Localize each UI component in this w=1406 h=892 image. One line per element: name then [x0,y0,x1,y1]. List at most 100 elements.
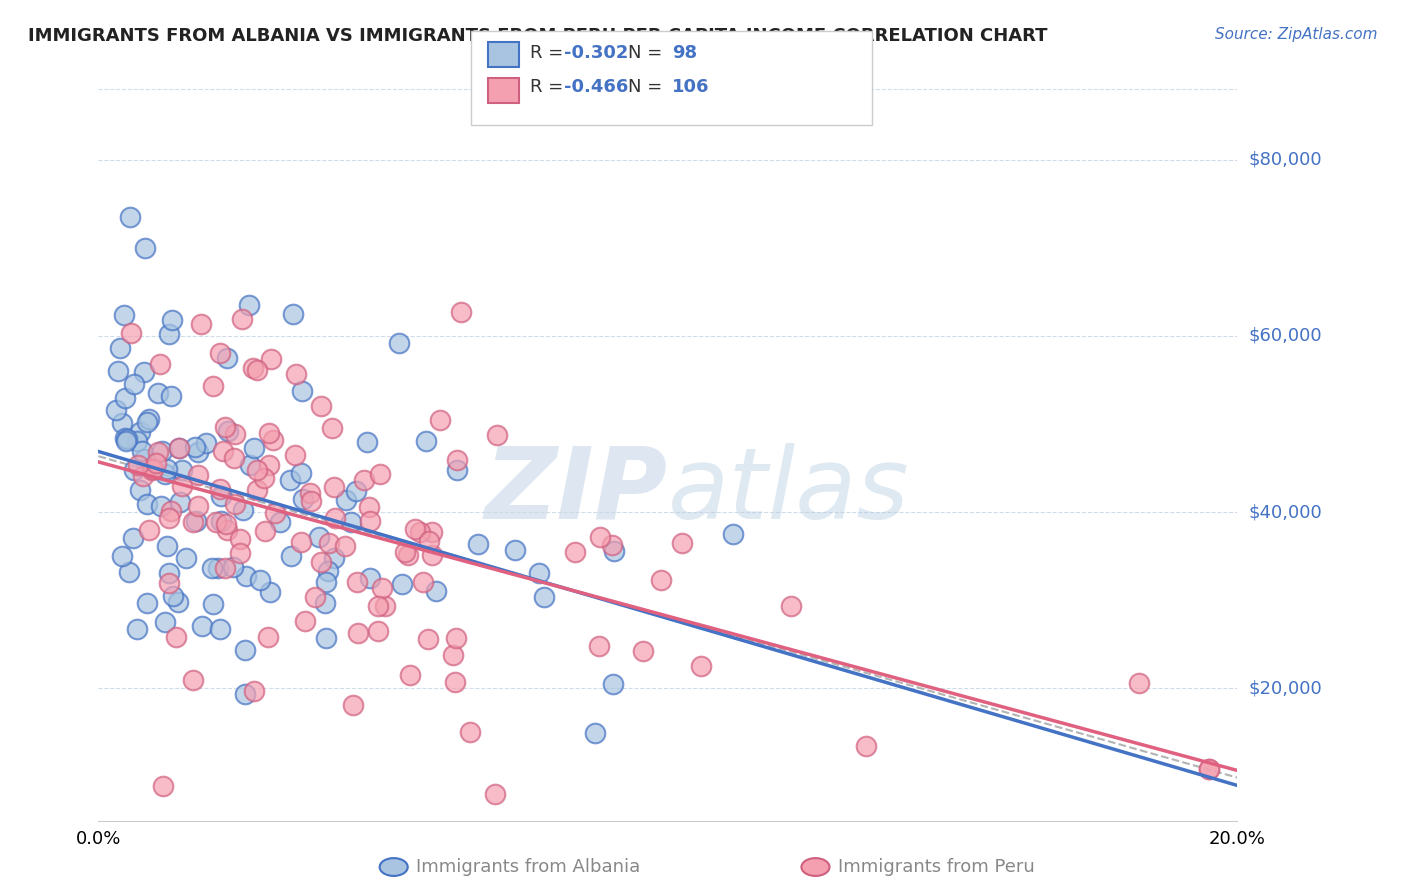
Point [228,546,250,560]
Point [246,363,269,377]
Point [120,211,142,225]
Point [346,574,368,589]
Point [187,445,209,459]
Point [308,530,330,544]
Point [284,367,307,381]
Point [298,485,321,500]
Point [415,434,437,448]
Text: N =: N = [628,78,668,96]
Point [134,241,156,255]
Point [162,589,184,603]
Point [278,473,301,487]
Text: N =: N = [628,44,668,62]
Point [603,544,626,558]
Point [503,542,526,557]
Point [1198,762,1220,776]
Point [309,555,332,569]
Point [107,363,129,377]
Point [1128,676,1150,690]
Point [600,538,623,552]
Point [152,443,174,458]
Text: 106: 106 [672,78,710,96]
Text: $60,000: $60,000 [1249,327,1322,345]
Text: 98: 98 [672,44,697,62]
Point [533,590,555,604]
Point [224,427,246,442]
Point [122,532,145,546]
Point [184,514,207,528]
Point [290,466,312,480]
Point [157,566,180,581]
Text: ZIP: ZIP [485,443,668,540]
Point [172,463,194,477]
Point [246,463,269,477]
Text: IMMIGRANTS FROM ALBANIA VS IMMIGRANTS FROM PERU PER CAPITA INCOME CORRELATION CH: IMMIGRANTS FROM ALBANIA VS IMMIGRANTS FR… [28,27,1047,45]
Point [589,530,612,544]
Point [485,428,508,442]
Point [114,432,136,446]
Text: $80,000: $80,000 [1249,151,1322,169]
Point [418,533,440,548]
Point [214,561,236,575]
Point [399,668,422,682]
Point [208,346,231,360]
Point [422,524,444,539]
Point [159,576,181,591]
Point [142,461,165,475]
Point [238,297,260,311]
Point [224,497,246,511]
Point [136,596,159,610]
Point [156,539,179,553]
Point [269,515,291,529]
Point [429,413,451,427]
Point [257,426,280,441]
Point [136,497,159,511]
Point [191,619,214,633]
Point [366,599,388,614]
Point [311,399,333,413]
Point [359,571,381,585]
Point [291,491,314,506]
Point [387,336,409,351]
Point [315,632,337,646]
Text: -0.466: -0.466 [564,78,628,96]
Point [167,594,190,608]
Point [260,352,283,367]
Point [318,536,340,550]
Text: atlas: atlas [668,443,910,540]
Point [316,564,339,578]
Point [110,341,132,355]
Point [135,415,157,429]
Point [420,549,443,563]
Text: R =: R = [530,78,569,96]
Point [201,561,224,575]
Point [202,378,225,392]
Point [412,574,434,589]
Point [409,525,432,540]
Point [217,424,239,438]
Point [467,537,489,551]
Text: R =: R = [530,44,569,62]
Point [167,441,190,455]
Point [114,391,136,405]
Point [153,467,176,481]
Point [290,535,312,549]
Point [249,573,271,587]
Point [145,457,167,471]
Point [146,385,169,400]
Point [214,420,236,434]
Point [138,411,160,425]
Point [235,687,257,701]
Point [394,545,416,559]
Point [444,632,467,646]
Point [325,510,347,524]
Point [141,463,163,477]
Point [315,575,337,590]
Point [215,351,238,365]
Point [321,421,343,435]
Point [263,506,285,520]
Point [134,364,156,378]
Point [127,623,149,637]
Point [242,360,264,375]
Point [128,483,150,497]
